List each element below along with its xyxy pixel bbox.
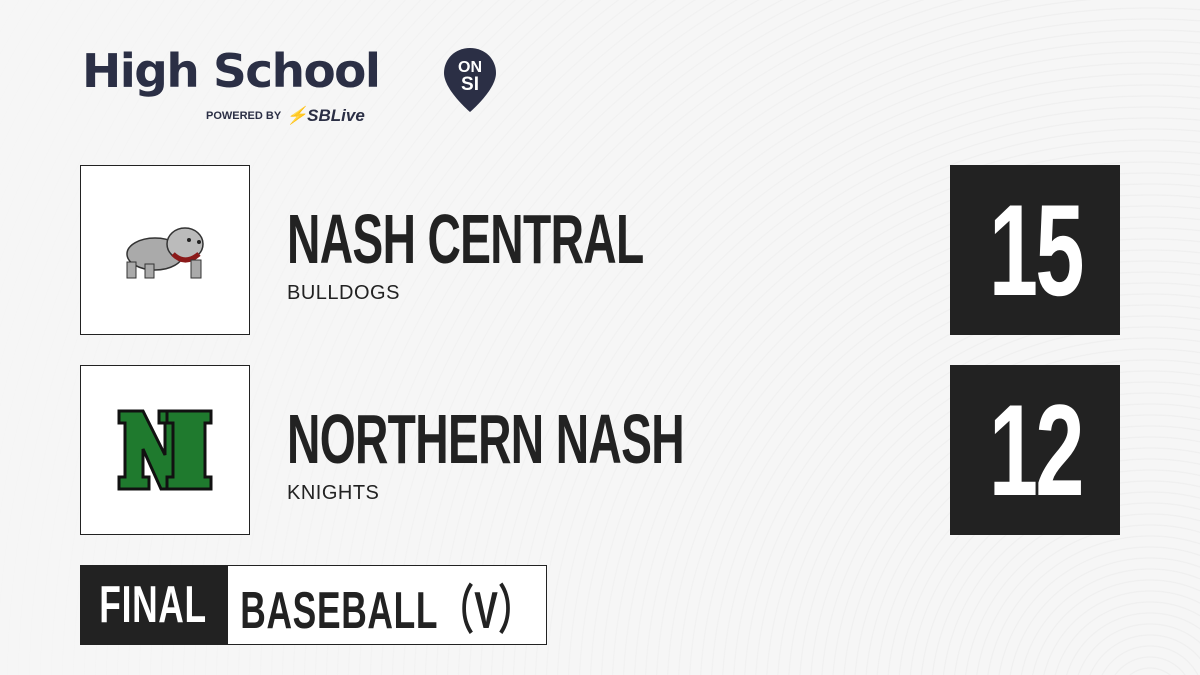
badge-top: ON [458, 59, 482, 76]
badge-bottom: SI [461, 74, 479, 95]
partner-name: SBLive [307, 106, 365, 125]
sport-badge: BASEBALL（V） [227, 565, 547, 645]
bulldog-icon [126, 227, 204, 279]
team-name: NORTHERN NASH [287, 400, 685, 478]
team-score: 12 [950, 365, 1120, 535]
on-si-pin-icon: ON SI [444, 48, 496, 112]
score-value: 15 [988, 177, 1085, 323]
team-mascot: KNIGHTS [287, 482, 380, 504]
brand-title: High School [82, 44, 381, 98]
sblive-logo: ⚡SBLive [286, 106, 365, 125]
team-name: NASH CENTRAL [287, 200, 644, 278]
team-logo-northern-nash [80, 365, 250, 535]
nn-monogram-icon [117, 409, 213, 491]
status-label: FINAL [99, 576, 208, 634]
sport-label: BASEBALL（V） [239, 581, 535, 640]
team-score: 15 [950, 165, 1120, 335]
score-value: 12 [988, 377, 1085, 523]
team-mascot: BULLDOGS [287, 282, 400, 304]
powered-by-label: POWERED BY [206, 110, 282, 122]
game-status-badge: FINAL [80, 565, 227, 645]
team-logo-nash-central [80, 165, 250, 335]
